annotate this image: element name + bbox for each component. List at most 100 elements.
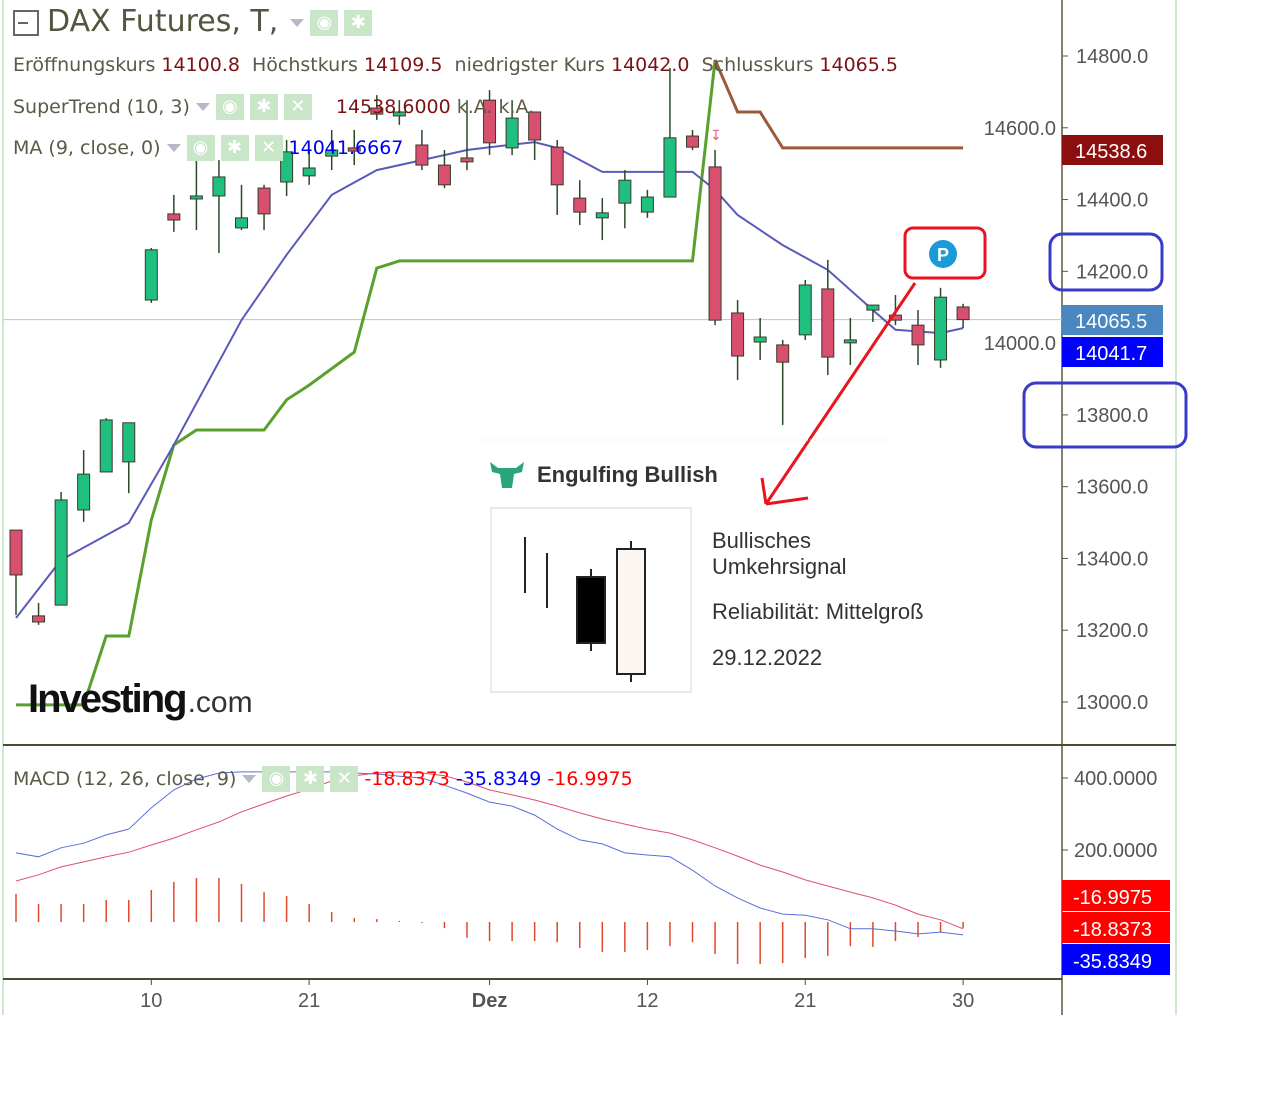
candle [32, 602, 46, 625]
candle [640, 189, 654, 218]
candle-body [618, 179, 632, 204]
macd-tick-label: 200.0000 [1074, 840, 1157, 862]
open-label: Eröffnungskurs [13, 54, 156, 76]
candle [212, 160, 226, 254]
pattern-reliability: Reliabilität: Mittelgroß [712, 599, 924, 624]
candle [573, 180, 587, 226]
candle-body [911, 324, 925, 346]
time-axis: 10 21 Dez 12 21 30 [140, 979, 974, 1012]
supertrend-down-line [713, 59, 964, 150]
low-value: 14042.0 [610, 54, 690, 76]
candle-body [573, 197, 587, 213]
close-icon[interactable]: ✕ [283, 94, 312, 120]
chart-title: DAX Futures, T, [47, 4, 279, 39]
chart-title-row: DAX Futures, T, ◉ ✱ [13, 4, 378, 39]
dropdown-icon[interactable] [195, 103, 210, 111]
dropdown-icon[interactable] [242, 775, 257, 783]
annotation-box-blue-1 [1048, 232, 1164, 292]
close-icon[interactable]: ✕ [330, 766, 359, 792]
candle-body [640, 196, 654, 213]
candle-body [415, 144, 429, 166]
gear-icon[interactable]: ✱ [296, 766, 325, 792]
macd-label: MACD (12, 26, close, 9) [13, 767, 237, 790]
candle-body [9, 529, 23, 576]
price-tag [1062, 135, 1163, 165]
dropdown-icon[interactable] [290, 18, 305, 27]
close-icon[interactable]: ✕ [254, 135, 283, 161]
macd-tag-label: -16.9975 [1073, 887, 1152, 909]
pattern-marker-label: P [937, 245, 949, 265]
price-tick-label: 14600.0 [984, 118, 1056, 140]
candle [77, 450, 91, 522]
ohlc-row: Eröffnungskurs 14100.8 Höchstkurs 14109.5 … [13, 54, 904, 76]
price-tags: 14538.6 14065.5 14041.7 -16.9975 -18.8373 -35… [1062, 135, 1170, 975]
candle [821, 259, 835, 376]
price-tag-label: 14041.7 [1075, 343, 1147, 365]
candle-body [235, 217, 248, 229]
candle-body [32, 615, 46, 623]
candle [663, 67, 677, 198]
candle-body [54, 499, 68, 606]
investing-logo: Investing [28, 677, 186, 721]
price-axis: 14800.0 14600.0 14400.0 14200.0 14000.0 13800… [984, 46, 1158, 862]
candle-body [99, 419, 113, 473]
gear-icon[interactable]: ✱ [344, 9, 373, 36]
candle-body [708, 166, 722, 321]
visibility-icon[interactable]: ◉ [215, 94, 244, 120]
macd-value-1: -18.8373 [364, 767, 450, 790]
supertrend-series [16, 59, 964, 707]
close-value: 14065.5 [819, 54, 898, 76]
gear-icon[interactable]: ✱ [249, 94, 278, 120]
candle [686, 129, 699, 151]
price-tick-label: 14800.0 [1076, 46, 1148, 68]
candle [235, 184, 248, 231]
bull-icon [490, 462, 524, 488]
pattern-desc-line1: Bullisches [712, 528, 812, 553]
candle-body [189, 195, 203, 200]
macd-tag-label: -35.8349 [1073, 951, 1152, 973]
time-tick-label: 21 [794, 990, 816, 1012]
macd-line [15, 771, 964, 936]
price-tick-label: 13800.0 [1076, 405, 1148, 427]
candle [347, 129, 361, 166]
time-tick-label: 21 [298, 990, 320, 1012]
candle [9, 529, 23, 615]
candle-body [325, 149, 339, 157]
candle [392, 100, 406, 125]
candle [843, 317, 857, 366]
signal-arrow-icon: ↧ [710, 128, 722, 144]
time-tick-label: 30 [952, 990, 974, 1012]
pattern-marker[interactable] [929, 240, 957, 268]
candle [956, 303, 970, 329]
candle [302, 150, 316, 185]
collapse-icon[interactable] [13, 9, 39, 36]
annotation-arrow [760, 282, 917, 506]
pattern-description: Bullisches Umkehrsignal [712, 528, 847, 580]
candle-body [483, 99, 497, 144]
price-tick-label: 13000.0 [1076, 692, 1148, 714]
low-label: niedrigster Kurs [454, 54, 605, 76]
candle [54, 492, 68, 606]
candle-body [731, 312, 745, 357]
candle [595, 198, 609, 241]
candle [460, 100, 474, 171]
candle [618, 170, 632, 229]
ma-value: 14041.6667 [288, 136, 404, 159]
candle [144, 248, 158, 303]
visibility-icon[interactable]: ◉ [262, 766, 291, 792]
supertrend-value-3: k.A. [498, 95, 535, 118]
gear-icon[interactable]: ✱ [220, 135, 249, 161]
macd-tag [1062, 880, 1170, 911]
candle [934, 287, 948, 368]
dropdown-icon[interactable] [166, 144, 181, 152]
visibility-icon[interactable]: ◉ [310, 9, 339, 36]
candle-body [550, 146, 564, 186]
candle [483, 90, 497, 156]
open-value: 14100.8 [161, 54, 240, 76]
visibility-icon[interactable]: ◉ [186, 135, 215, 161]
candle [505, 100, 519, 156]
price-tag [1062, 337, 1163, 367]
macd-tag [1062, 912, 1170, 943]
pattern-desc-line2: Umkehrsignal [712, 554, 847, 579]
annotation-box-blue-2 [1022, 381, 1188, 449]
